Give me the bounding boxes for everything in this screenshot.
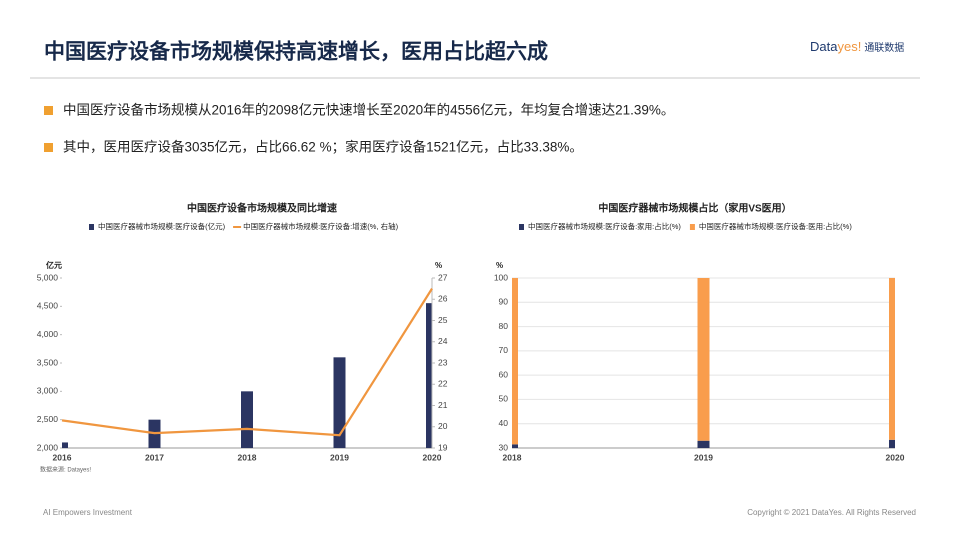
y-tick-label: 100 [494, 272, 508, 282]
chart-title: 中国医疗设备市场规模及同比增速 [187, 202, 337, 215]
y2-tick-label: 22 [438, 379, 448, 389]
y-tick-label: 2,500 [37, 414, 59, 424]
y-tick-label: 4,500 [37, 301, 59, 311]
y-tick-label: 80 [499, 321, 509, 331]
y-tick-label: 90 [499, 297, 509, 307]
legend-swatch [689, 224, 695, 230]
bar [426, 303, 432, 448]
plot [62, 303, 432, 448]
x-tick-label: 2018 [503, 452, 522, 462]
legend-label: 中国医疗器械市场规模:医疗设备(亿元) [98, 221, 226, 231]
line-series [61, 288, 433, 437]
y2-tick-label: 26 [438, 294, 448, 304]
x-tick-label: 2019 [694, 452, 713, 462]
bar [62, 442, 68, 448]
bar-segment [697, 278, 710, 441]
x-tick-label: 2019 [330, 452, 349, 462]
y2-tick-label: 23 [438, 357, 448, 367]
y-tick-label: 50 [499, 394, 509, 404]
y2-tick-label: 21 [438, 400, 448, 410]
logo-part: yes! [837, 39, 861, 54]
bar-segment [889, 439, 895, 448]
y-tick-label: 30 [499, 442, 509, 452]
logo-part: Data [810, 39, 838, 54]
y2-tick-label: 19 [438, 442, 448, 452]
legend-label: 中国医疗器械市场规模:医疗设备:家用:占比(%) [528, 221, 681, 231]
bullet-text: 中国医疗设备市场规模从2016年的2098亿元快速增长至2020年的4556亿元… [63, 102, 674, 118]
footer-left: AI Empowers Investment [43, 508, 133, 517]
bar [333, 357, 346, 448]
x-tick-label: 2020 [886, 452, 905, 462]
legend-swatch [89, 224, 94, 230]
y-tick-label: 40 [499, 418, 509, 428]
slide-title: 中国医疗设备市场规模保持高速增长，医用占比超六成 [44, 40, 548, 64]
y-tick-label: 4,000 [37, 329, 59, 339]
y-tick-label: 2,000 [37, 442, 59, 452]
legend-swatch [519, 224, 524, 230]
y-axis-unit: % [496, 261, 503, 270]
y2-axis-unit: % [435, 261, 442, 270]
bar-segment [697, 440, 710, 448]
bar-segment [512, 444, 518, 448]
y2-tick-label: 25 [438, 315, 448, 325]
legend-label: 中国医疗器械市场规模:医疗设备:医用:占比(%) [699, 221, 852, 231]
bar-segment [889, 278, 895, 440]
y-tick-label: 3,500 [37, 357, 59, 367]
y2-tick-label: 27 [438, 272, 448, 282]
y-axis-unit: 亿元 [46, 260, 62, 270]
plot [512, 278, 895, 448]
source-note: 数据来源: Datayes! [40, 466, 91, 474]
x-tick-label: 2020 [423, 452, 442, 462]
logo: Datayes! 通联数据 [810, 39, 904, 54]
y2-tick-label: 20 [438, 421, 448, 431]
chart-title: 中国医疗器械市场规模占比（家用VS医用） [598, 202, 791, 215]
bullet-icon [44, 106, 53, 115]
legend-label: 中国医疗器械市场规模:医疗设备:增速(%, 右轴) [243, 221, 399, 231]
y-tick-label: 60 [499, 369, 509, 379]
footer-right: Copyright © 2021 DataYes. All Rights Res… [747, 508, 916, 517]
y-tick-label: 5,000 [37, 272, 59, 282]
bullet-text: 其中，医用医疗设备3035亿元，占比66.62 %；家用医疗设备1521亿元，占… [63, 139, 583, 156]
logo-name: 通联数据 [864, 41, 904, 54]
bullet-icon [44, 143, 53, 152]
x-tick-label: 2017 [145, 452, 164, 462]
x-tick-label: 2018 [238, 452, 257, 462]
bar [241, 391, 253, 448]
y2-tick-label: 24 [438, 336, 448, 346]
bar-segment [512, 278, 518, 445]
y-tick-label: 3,000 [37, 386, 59, 396]
y-tick-label: 70 [499, 345, 509, 355]
x-tick-label: 2016 [53, 452, 72, 462]
